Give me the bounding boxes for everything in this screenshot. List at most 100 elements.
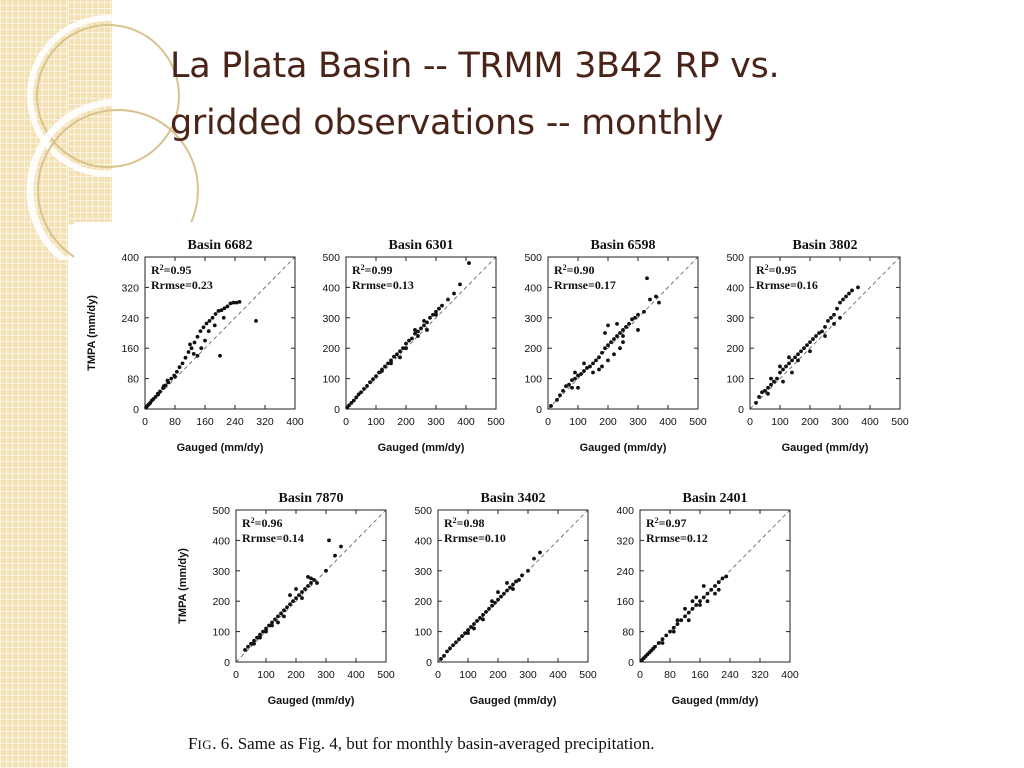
y-tick-label: 0: [426, 657, 432, 669]
data-point: [439, 657, 443, 661]
data-point: [585, 366, 589, 370]
r-squared-value: =0.97: [659, 516, 687, 530]
panel-title: Basin 2401: [683, 491, 748, 506]
x-tick-label: 200: [599, 416, 617, 428]
data-point: [790, 358, 794, 363]
data-point: [463, 631, 467, 636]
data-point: [799, 349, 803, 354]
data-point: [609, 340, 613, 345]
data-point: [496, 597, 500, 602]
data-point: [820, 329, 824, 334]
data-point: [671, 629, 676, 634]
data-point: [442, 654, 446, 658]
x-tick-label: 320: [256, 416, 274, 428]
x-tick-label: 300: [831, 416, 849, 428]
data-point: [291, 599, 295, 604]
data-point: [621, 328, 625, 332]
data-point: [460, 634, 464, 639]
x-tick-label: 0: [343, 416, 349, 428]
data-point: [466, 631, 470, 636]
x-axis-label: Gauged (mm/dy): [672, 695, 759, 707]
x-tick-label: 0: [142, 416, 148, 428]
figure-panel: Basin 6682 0 80 160 240 320 400 0 80 160 240 320 400…: [74, 222, 920, 720]
data-point: [769, 376, 773, 381]
plot-frame: [749, 256, 901, 410]
r-squared-superscript: 2: [655, 516, 659, 525]
x-tick-label: 100: [257, 669, 275, 681]
data-point: [195, 334, 200, 339]
x-tick-label: 500: [377, 669, 395, 681]
data-point: [225, 304, 230, 309]
scatter-panel-1: Basin 6682 0 80 160 240 320 400 0 80 160 240 320 400…: [86, 238, 304, 454]
r-squared-symbol: R: [352, 263, 361, 277]
x-tick-label: 160: [691, 669, 709, 681]
r-squared-symbol: R: [756, 263, 765, 277]
r-squared-value: =0.90: [567, 263, 595, 277]
r-squared-label: R2=0.98: [444, 516, 485, 531]
scatter-panel-7: Basin 2401 0 80 160 240 320 400 0 80 160 240 320 400…: [616, 491, 798, 707]
data-point: [395, 352, 399, 357]
x-tick-label: 200: [801, 416, 819, 428]
scatter-panel-6: Basin 3402 0 100 200 300 400 500 0 100 200 300 400 5…: [414, 491, 596, 707]
data-point: [472, 626, 476, 631]
data-point: [234, 300, 239, 305]
r-squared-label: R2=0.90: [554, 263, 595, 278]
data-point: [362, 387, 366, 391]
data-point: [766, 391, 770, 396]
data-point: [267, 623, 271, 628]
r-squared-symbol: R: [242, 516, 251, 530]
data-point: [603, 331, 607, 335]
data-point: [467, 261, 471, 265]
x-tick-label: 300: [427, 416, 445, 428]
caption-text: . 6. Same as Fig. 4, but for monthly bas…: [212, 734, 655, 753]
panel-title: Basin 3802: [793, 238, 858, 253]
y-tick-label: 500: [524, 252, 542, 264]
data-point: [856, 285, 860, 290]
data-point: [195, 353, 200, 358]
reference-line: [749, 256, 901, 410]
data-point: [264, 629, 268, 634]
data-point: [219, 308, 224, 313]
plot-frame: [547, 256, 699, 410]
r-squared-symbol: R: [444, 516, 453, 530]
data-point: [419, 326, 423, 331]
data-point: [210, 315, 215, 320]
y-tick-label: 320: [616, 535, 634, 547]
data-point: [642, 309, 646, 314]
x-tick-label: 100: [367, 416, 385, 428]
data-point: [802, 346, 806, 351]
data-point: [300, 596, 304, 601]
data-point: [829, 315, 833, 320]
data-point: [716, 580, 721, 585]
y-tick-label: 0: [334, 404, 340, 416]
x-axis-label: Gauged (mm/dy): [782, 442, 869, 454]
y-tick-label: 200: [524, 343, 542, 355]
x-tick-label: 0: [747, 416, 753, 428]
y-tick-label: 100: [322, 374, 340, 386]
x-tick-label: 240: [721, 669, 739, 681]
data-point: [466, 628, 470, 632]
data-point: [371, 377, 375, 382]
data-point: [826, 318, 830, 323]
scatter-panel-2: Basin 6301 0 100 200 300 400 500 0 100 200 300 400 5…: [322, 238, 504, 454]
data-point: [231, 300, 236, 305]
y-tick-label: 240: [616, 566, 634, 578]
data-point: [475, 619, 479, 623]
data-point: [532, 556, 536, 561]
x-tick-label: 400: [549, 669, 567, 681]
data-point: [445, 649, 449, 654]
r-squared-label: R2=0.95: [756, 263, 797, 278]
data-point: [448, 646, 452, 651]
data-point: [675, 622, 680, 626]
y-tick-label: 400: [414, 535, 432, 547]
data-point: [671, 625, 676, 630]
data-point: [198, 329, 203, 333]
data-point: [199, 346, 204, 351]
data-point: [309, 576, 313, 581]
data-point: [511, 582, 515, 587]
data-point: [481, 617, 485, 622]
data-point: [191, 352, 196, 356]
y-tick-label: 80: [622, 627, 634, 639]
data-point: [561, 388, 565, 393]
data-point: [832, 321, 836, 326]
